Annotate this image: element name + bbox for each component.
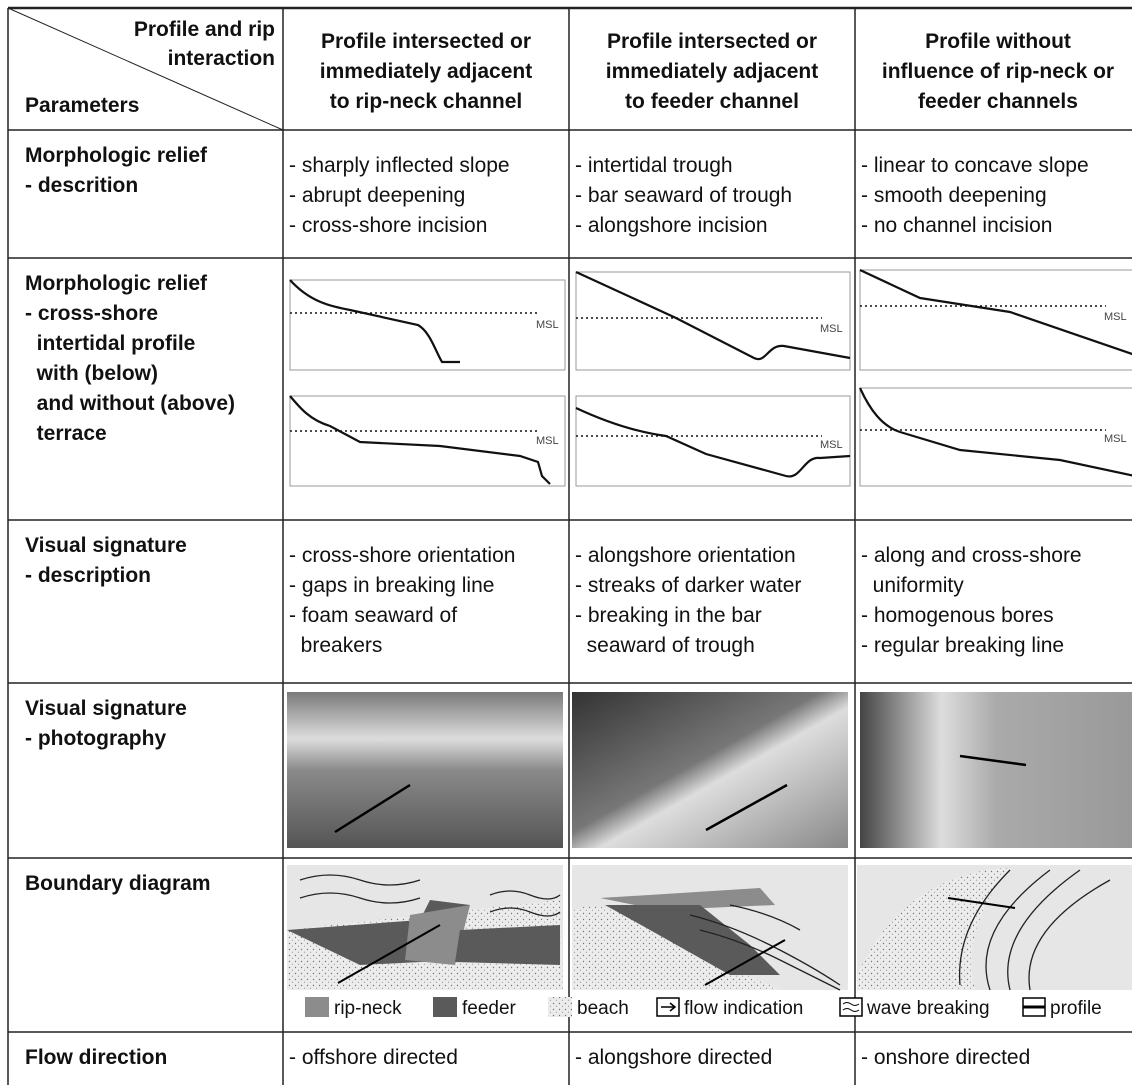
cell-text: - intertidal trough [575, 154, 733, 177]
msl-label: MSL [820, 323, 843, 335]
cell-text: - alongshore incision [575, 214, 768, 237]
row-label: Morphologic relief [25, 144, 208, 167]
msl-label: MSL [536, 435, 559, 447]
row-label: Flow direction [25, 1046, 167, 1069]
profiles [289, 269, 1132, 487]
column-header: Profile intersected or [607, 30, 817, 53]
column-header: Profile intersected or [321, 30, 531, 53]
cell-text: - breaking in the bar [575, 604, 762, 627]
cell-text: breakers [289, 634, 382, 657]
corner-top: interaction [168, 47, 275, 70]
legend-label: wave breaking [866, 998, 990, 1019]
legend-label: beach [577, 998, 629, 1019]
row-label: Visual signature [25, 534, 187, 557]
row-label: - descrition [25, 174, 138, 197]
msl-label: MSL [1104, 311, 1127, 323]
row-label: - description [25, 564, 151, 587]
legend-label: profile [1050, 998, 1102, 1019]
legend-label: flow indication [684, 998, 803, 1019]
row-label: - cross-shore [25, 302, 158, 325]
cell-text: seaward of trough [575, 634, 755, 657]
cell-text: - gaps in breaking line [289, 574, 494, 597]
photos [287, 692, 1132, 848]
column-header: to rip-neck channel [330, 90, 523, 113]
msl-label: MSL [1104, 433, 1127, 445]
cell-text: - sharply inflected slope [289, 154, 510, 177]
row-label: Morphologic relief [25, 272, 208, 295]
column-header: influence of rip-neck or [882, 60, 1114, 83]
legend-label: rip-neck [334, 998, 402, 1019]
corner-bottom: Parameters [25, 94, 139, 117]
cell-text: uniformity [861, 574, 964, 597]
legend-icons [305, 997, 1046, 1017]
row-label: and without (above) [25, 392, 235, 415]
cell-text: - bar seaward of trough [575, 184, 792, 207]
column-header: immediately adjacent [606, 60, 818, 83]
cell-text: - regular breaking line [861, 634, 1064, 657]
boundary-diagrams [287, 865, 1132, 991]
row-label: terrace [25, 422, 107, 445]
msl-label: MSL [536, 319, 559, 331]
cell-text: - alongshore directed [575, 1046, 772, 1069]
cell-text: - abrupt deepening [289, 184, 465, 207]
row-label: with (below) [25, 362, 158, 385]
cell-text: - linear to concave slope [861, 154, 1089, 177]
cell-text: - alongshore orientation [575, 544, 796, 567]
column-header: feeder channels [918, 90, 1078, 113]
cell-text: - offshore directed [289, 1046, 458, 1069]
cell-text: - streaks of darker water [575, 574, 801, 597]
column-header: immediately adjacent [320, 60, 532, 83]
grid [7, 6, 1132, 1085]
cell-text: - cross-shore incision [289, 214, 487, 237]
row-label: intertidal profile [25, 332, 195, 355]
cell-text: - foam seaward of [289, 604, 457, 627]
column-header: to feeder channel [625, 90, 799, 113]
row-label: Boundary diagram [25, 872, 211, 895]
column-header: Profile without [925, 30, 1071, 53]
cell-text: - along and cross-shore [861, 544, 1082, 567]
corner-top: Profile and rip [134, 18, 275, 41]
cell-text: - smooth deepening [861, 184, 1047, 207]
row-label: - photography [25, 727, 166, 750]
cell-text: - onshore directed [861, 1046, 1030, 1069]
cell-text: - homogenous bores [861, 604, 1054, 627]
msl-label: MSL [820, 439, 843, 451]
row-label: Visual signature [25, 697, 187, 720]
legend-label: feeder [462, 998, 517, 1019]
cell-text: - cross-shore orientation [289, 544, 515, 567]
cell-text: - no channel incision [861, 214, 1052, 237]
